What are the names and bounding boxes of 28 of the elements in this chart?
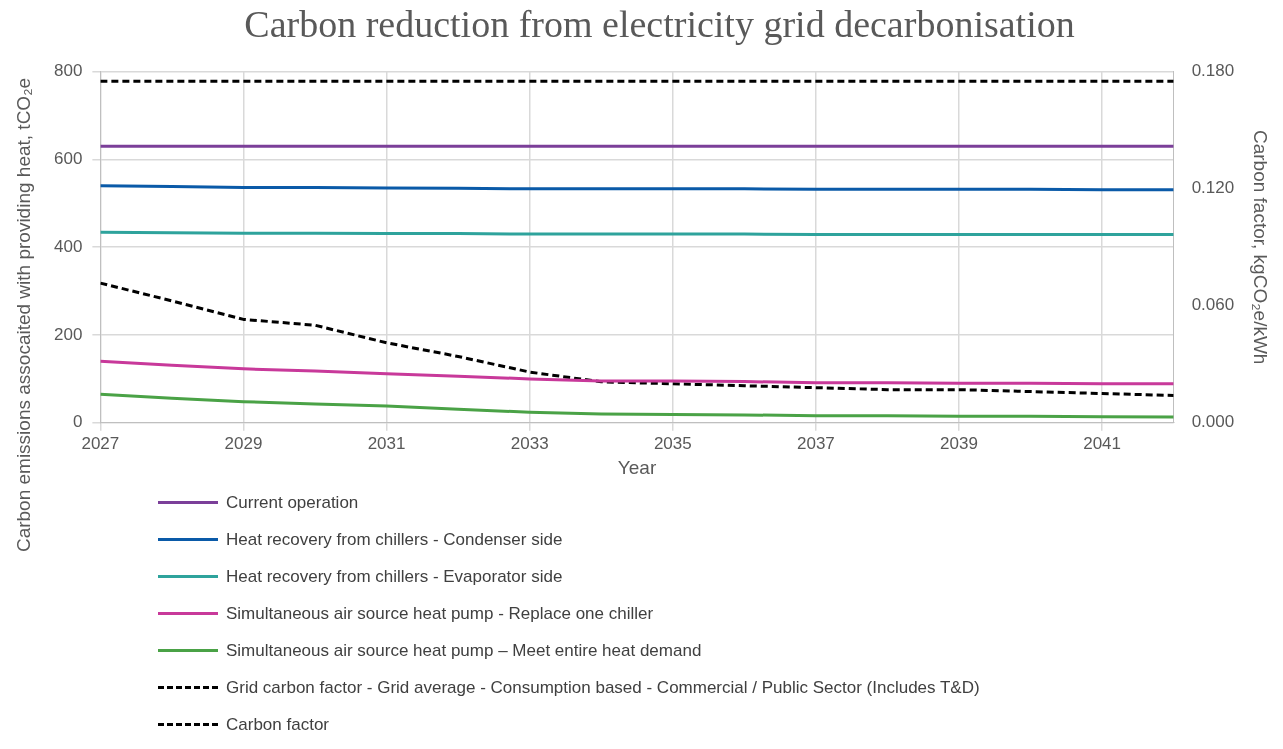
- legend-label: Grid carbon factor - Grid average - Consumption based - Commercial / Public Sector (Includes T&D): [226, 677, 980, 698]
- legend-label: Simultaneous air source heat pump – Meet entire heat demand: [226, 640, 702, 661]
- legend-label: Current operation: [226, 492, 359, 513]
- x-tick-label: 2029: [224, 433, 263, 453]
- x-tick-label: 2037: [796, 433, 835, 453]
- y2-tick-label: 0.180: [1191, 61, 1235, 81]
- y-tick-label: 800: [53, 61, 83, 81]
- y-tick-label: 200: [53, 324, 83, 344]
- y-tick-label: 0: [72, 412, 83, 432]
- legend-label: Heat recovery from chillers - Condenser side: [226, 529, 563, 550]
- x-tick-label: 2041: [1083, 433, 1122, 453]
- x-axis-title: Year: [617, 456, 657, 478]
- y2-tick-label: 0.000: [1191, 412, 1235, 432]
- y2-tick-label: 0.060: [1191, 295, 1235, 315]
- legend-label: Simultaneous air source heat pump - Replace one chiller: [226, 603, 654, 624]
- x-tick-label: 2031: [367, 433, 406, 453]
- y-tick-label: 600: [53, 149, 83, 169]
- chart-title: Carbon reduction from electricity grid decarbonisation: [244, 2, 1075, 45]
- y2-tick-label: 0.120: [1191, 178, 1235, 198]
- x-tick-label: 2033: [510, 433, 549, 453]
- x-tick-label: 2039: [940, 433, 978, 453]
- legend-label: Heat recovery from chillers - Evaporator side: [226, 566, 563, 587]
- legend-label: Carbon factor: [226, 714, 329, 735]
- y2-axis-title: Carbon factor, kgCO₂e/kWh: [1250, 129, 1272, 365]
- x-tick-label: 2035: [653, 433, 692, 453]
- y-axis-title: Carbon emissions assocaited with providing heat, tCO₂e: [13, 77, 35, 553]
- y-tick-label: 400: [53, 236, 83, 256]
- x-tick-label: 2027: [81, 433, 120, 453]
